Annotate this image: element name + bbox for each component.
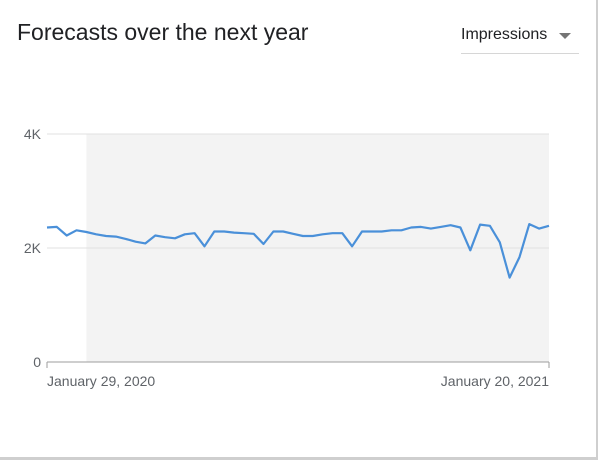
gridlines xyxy=(47,133,549,249)
metric-dropdown[interactable]: Impressions xyxy=(461,20,579,54)
x-tick-label: January 20, 2021 xyxy=(441,373,549,389)
caret-down-icon[interactable] xyxy=(559,33,571,39)
y-tick-label: 4K xyxy=(24,126,42,142)
x-tick-label: January 29, 2020 xyxy=(47,373,155,389)
series-line-impressions xyxy=(46,223,550,279)
y-tick-label: 2K xyxy=(24,240,42,256)
y-tick-label: 0 xyxy=(33,354,41,370)
metric-dropdown-value: Impressions xyxy=(461,26,548,43)
x-axis-labels: January 29, 2020 January 20, 2021 xyxy=(46,362,550,389)
y-axis-labels: 4K 2K 0 xyxy=(24,126,42,370)
card-title: Forecasts over the next year xyxy=(17,19,309,45)
